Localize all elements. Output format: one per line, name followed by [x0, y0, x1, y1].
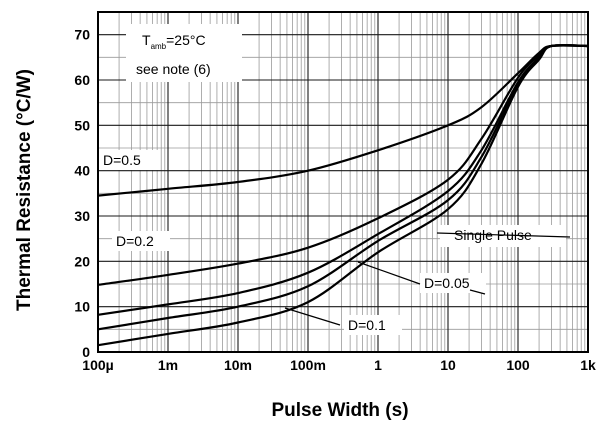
x-axis-title: Pulse Width (s) [271, 400, 408, 421]
annotation-d-0-2: D=0.2 [116, 233, 154, 249]
annotation-single-pulse: Single Pulse [454, 227, 532, 243]
annotation-d-0-5: D=0.5 [103, 152, 141, 168]
note-rest: =25°C [166, 32, 205, 48]
x-tick-label: 1k [580, 357, 596, 373]
x-tick-label: 1m [158, 357, 178, 373]
y-tick-label: 50 [74, 117, 90, 133]
y-tick-label: 60 [74, 72, 90, 88]
x-tick-labels: 100µ 1m 10m 100m 1 10 100 1k [82, 357, 596, 373]
note-sub: amb [151, 42, 167, 51]
y-axis-title: Thermal Resistance (°C/W) [14, 69, 35, 311]
annotation-leader-d-0-1 [285, 308, 340, 325]
y-tick-label: 0 [82, 344, 90, 360]
x-tick-label: 10m [224, 357, 252, 373]
y-tick-label: 70 [74, 27, 90, 43]
y-tick-label: 10 [74, 299, 90, 315]
curve-annotations: D=0.5 D=0.2 Single Pulse D=0.05 D=0.1 [100, 150, 570, 335]
y-tick-label: 20 [74, 253, 90, 269]
annotation-d-0-1: D=0.1 [348, 317, 386, 333]
y-tick-label: 40 [74, 163, 90, 179]
y-tick-labels: 0 10 20 30 40 50 60 70 [74, 27, 90, 360]
x-tick-label: 100m [290, 357, 326, 373]
x-tick-label: 10 [440, 357, 456, 373]
note-line-2: see note (6) [136, 61, 211, 77]
x-tick-label: 100 [506, 357, 530, 373]
x-tick-label: 1 [374, 357, 382, 373]
annotation-d-0-05: D=0.05 [424, 275, 470, 291]
y-tick-label: 30 [74, 208, 90, 224]
